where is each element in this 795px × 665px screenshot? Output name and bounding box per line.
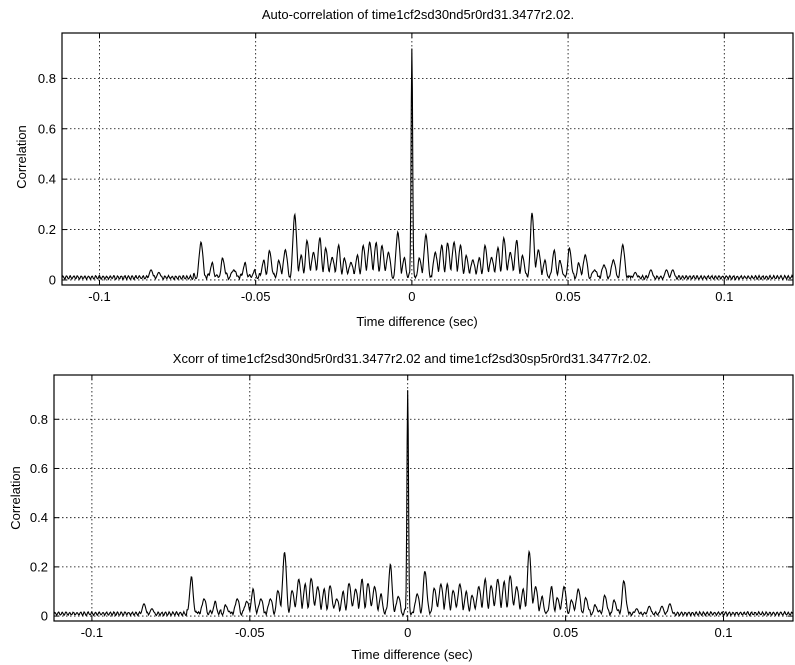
x-tick-label: -0.05 — [241, 289, 271, 304]
x-tick-label: 0.1 — [714, 625, 732, 640]
y-tick-label: 0.2 — [30, 559, 48, 574]
x-tick-label: 0.1 — [715, 289, 733, 304]
chart-title: Auto-correlation of time1cf2sd30nd5r0rd3… — [262, 7, 574, 22]
y-tick-label: 0.4 — [30, 510, 48, 525]
y-tick-label: 0 — [49, 272, 56, 287]
x-tick-label: 0 — [404, 625, 411, 640]
y-tick-label: 0.6 — [30, 461, 48, 476]
y-axis-label: Correlation — [14, 125, 29, 189]
x-tick-label: 0 — [408, 289, 415, 304]
y-tick-label: 0 — [41, 609, 48, 624]
y-tick-label: 0.8 — [38, 71, 56, 86]
x-tick-label: 0.05 — [553, 625, 578, 640]
correlation-line — [53, 390, 794, 618]
autocorrelation-panel: Auto-correlation of time1cf2sd30nd5r0rd3… — [14, 7, 794, 329]
x-tick-label: -0.05 — [235, 625, 265, 640]
x-axis-label: Time difference (sec) — [356, 314, 477, 329]
axes-frame — [53, 374, 794, 622]
x-tick-label: -0.1 — [88, 289, 110, 304]
y-tick-label: 0.8 — [30, 412, 48, 427]
x-tick-label: -0.1 — [81, 625, 103, 640]
chart-title: Xcorr of time1cf2sd30nd5r0rd31.3477r2.02… — [173, 351, 651, 366]
axes-frame — [61, 32, 794, 286]
x-tick-label: 0.05 — [555, 289, 580, 304]
y-tick-label: 0.2 — [38, 222, 56, 237]
correlation-line — [61, 48, 794, 281]
y-tick-label: 0.4 — [38, 172, 56, 187]
y-tick-label: 0.6 — [38, 121, 56, 136]
x-axis-label: Time difference (sec) — [351, 647, 472, 662]
y-axis-label: Correlation — [8, 466, 23, 530]
crosscorrelation-panel: Xcorr of time1cf2sd30nd5r0rd31.3477r2.02… — [8, 351, 794, 662]
